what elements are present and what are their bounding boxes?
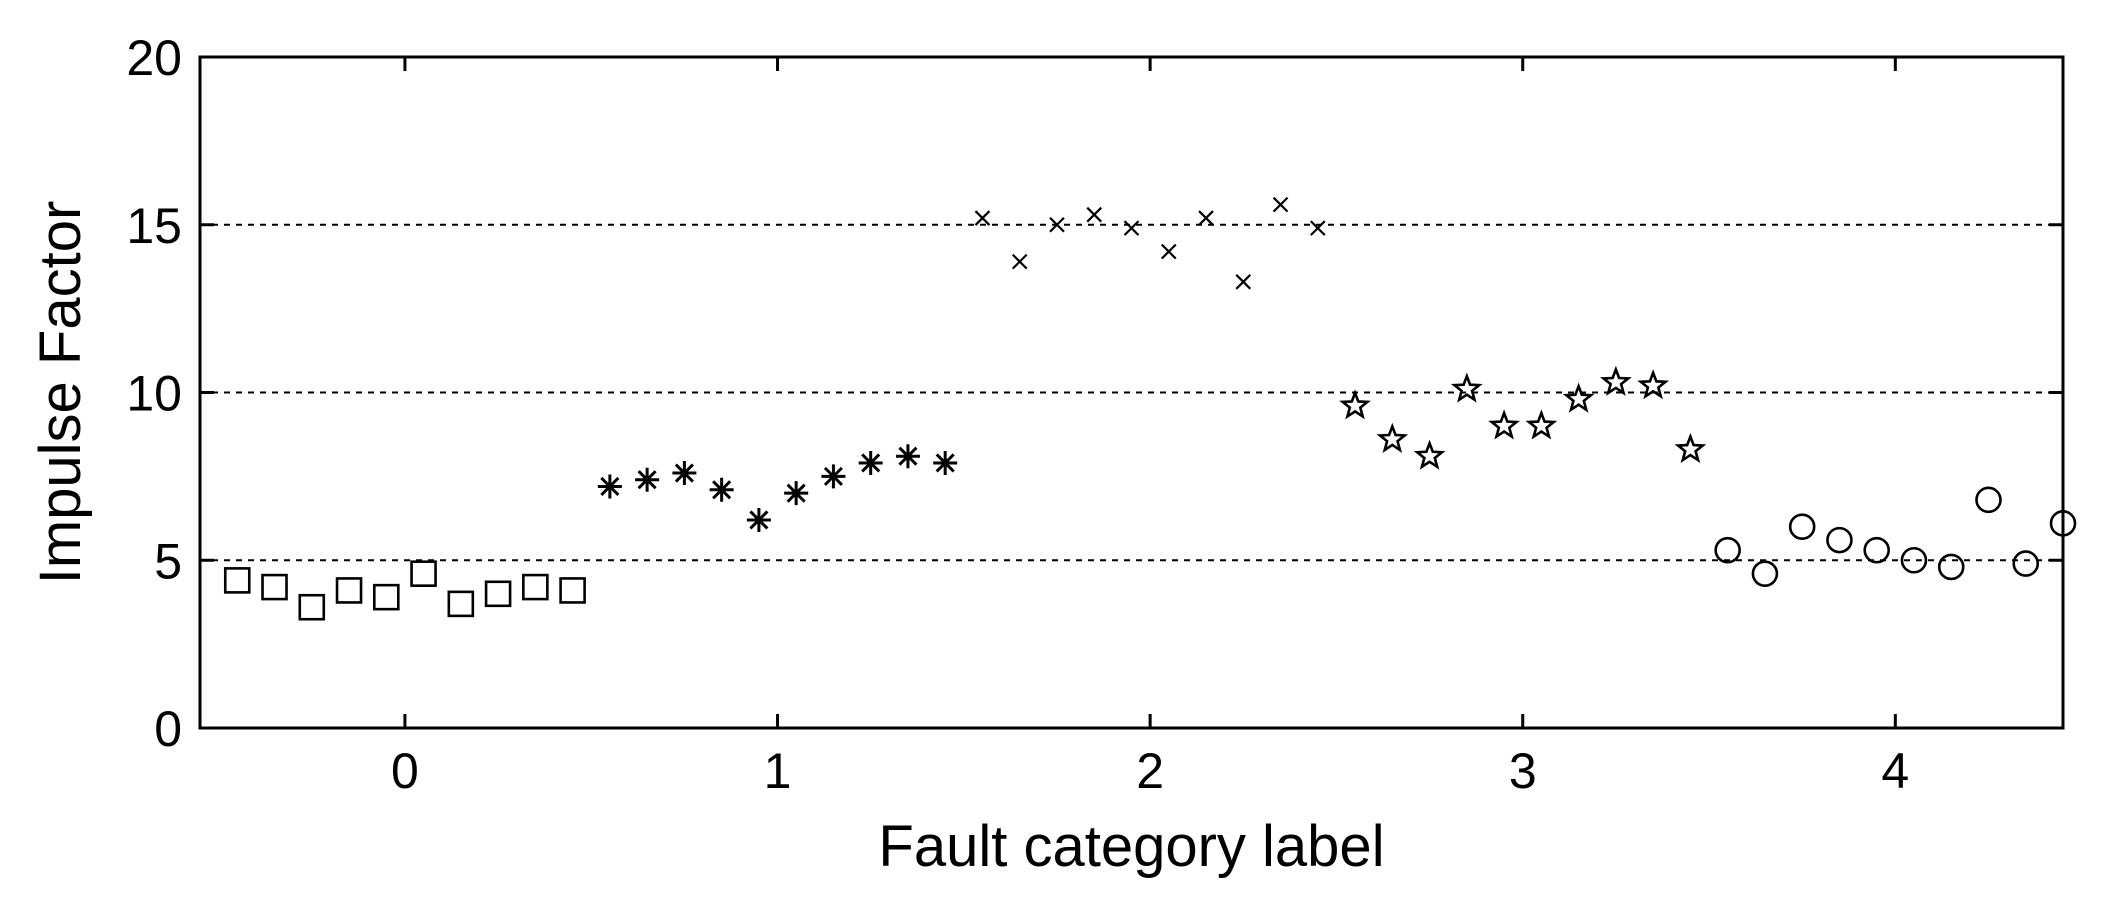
data-point-pentagram [1674,432,1707,464]
data-point-square [335,577,363,604]
data-point-asterisk [746,507,771,532]
data-point-circle [1900,546,1928,574]
data-point-circle [1788,513,1816,541]
data-point-square [559,577,586,604]
data-markers [223,196,2077,621]
y-tick-label: 10 [126,366,182,422]
data-point-asterisk [821,464,846,489]
data-point-asterisk [597,474,622,499]
data-point-circle [2012,550,2040,577]
data-point-asterisk [635,467,660,492]
y-axis-title: Impulse Factor [28,201,93,585]
data-point-x [1123,220,1140,236]
x-axis-title: Fault category label [878,814,1384,879]
data-point-circle [1751,560,1779,587]
data-point-square [261,573,288,601]
data-point-pentagram [1562,382,1595,413]
data-point-asterisk [672,461,697,486]
data-point-x [974,210,991,226]
data-point-pentagram [1413,439,1446,470]
x-tick-label: 2 [1136,743,1164,799]
y-tick-label: 20 [126,30,182,86]
data-point-square [447,590,475,618]
data-point-pentagram [1488,409,1520,440]
data-point-circle [1826,526,1853,554]
data-point-circle [1714,536,1741,564]
y-tick-label: 15 [126,198,182,254]
data-point-asterisk [858,450,883,475]
axis-ticks [200,55,2063,730]
y-tick-label: 5 [154,533,182,589]
x-tick-label: 3 [1509,743,1537,799]
data-point-square [298,593,326,621]
data-point-asterisk [933,450,958,475]
x-tick-label: 4 [1881,743,1909,799]
data-point-pentagram [1525,409,1558,440]
data-point-square [223,567,251,594]
data-point-circle [1937,553,1965,581]
data-point-x [1272,196,1289,213]
data-point-pentagram [1600,365,1632,396]
data-point-asterisk [895,444,920,469]
data-point-x [1049,216,1065,233]
x-tick-label: 1 [764,743,792,799]
data-point-square [372,583,400,611]
data-point-asterisk [784,481,809,506]
data-point-x [1086,206,1103,223]
data-point-x [1198,210,1214,226]
data-point-pentagram [1450,372,1483,403]
data-point-x [1310,220,1326,236]
grid-lines [200,223,2063,562]
data-point-square [410,560,437,587]
data-point-circle [1863,536,1890,564]
data-point-x [1235,274,1252,290]
data-point-square [484,580,512,608]
x-tick-label: 0 [391,743,419,799]
data-point-asterisk [709,477,734,502]
data-point-x [1160,243,1177,260]
data-point-square [522,573,549,601]
data-point-pentagram [1376,422,1409,453]
data-point-circle [1975,486,2002,514]
data-point-pentagram [1637,369,1669,400]
data-point-circle [2049,510,2077,537]
y-tick-label: 0 [154,701,182,757]
data-point-pentagram [1339,389,1371,420]
data-point-x [1011,253,1028,270]
